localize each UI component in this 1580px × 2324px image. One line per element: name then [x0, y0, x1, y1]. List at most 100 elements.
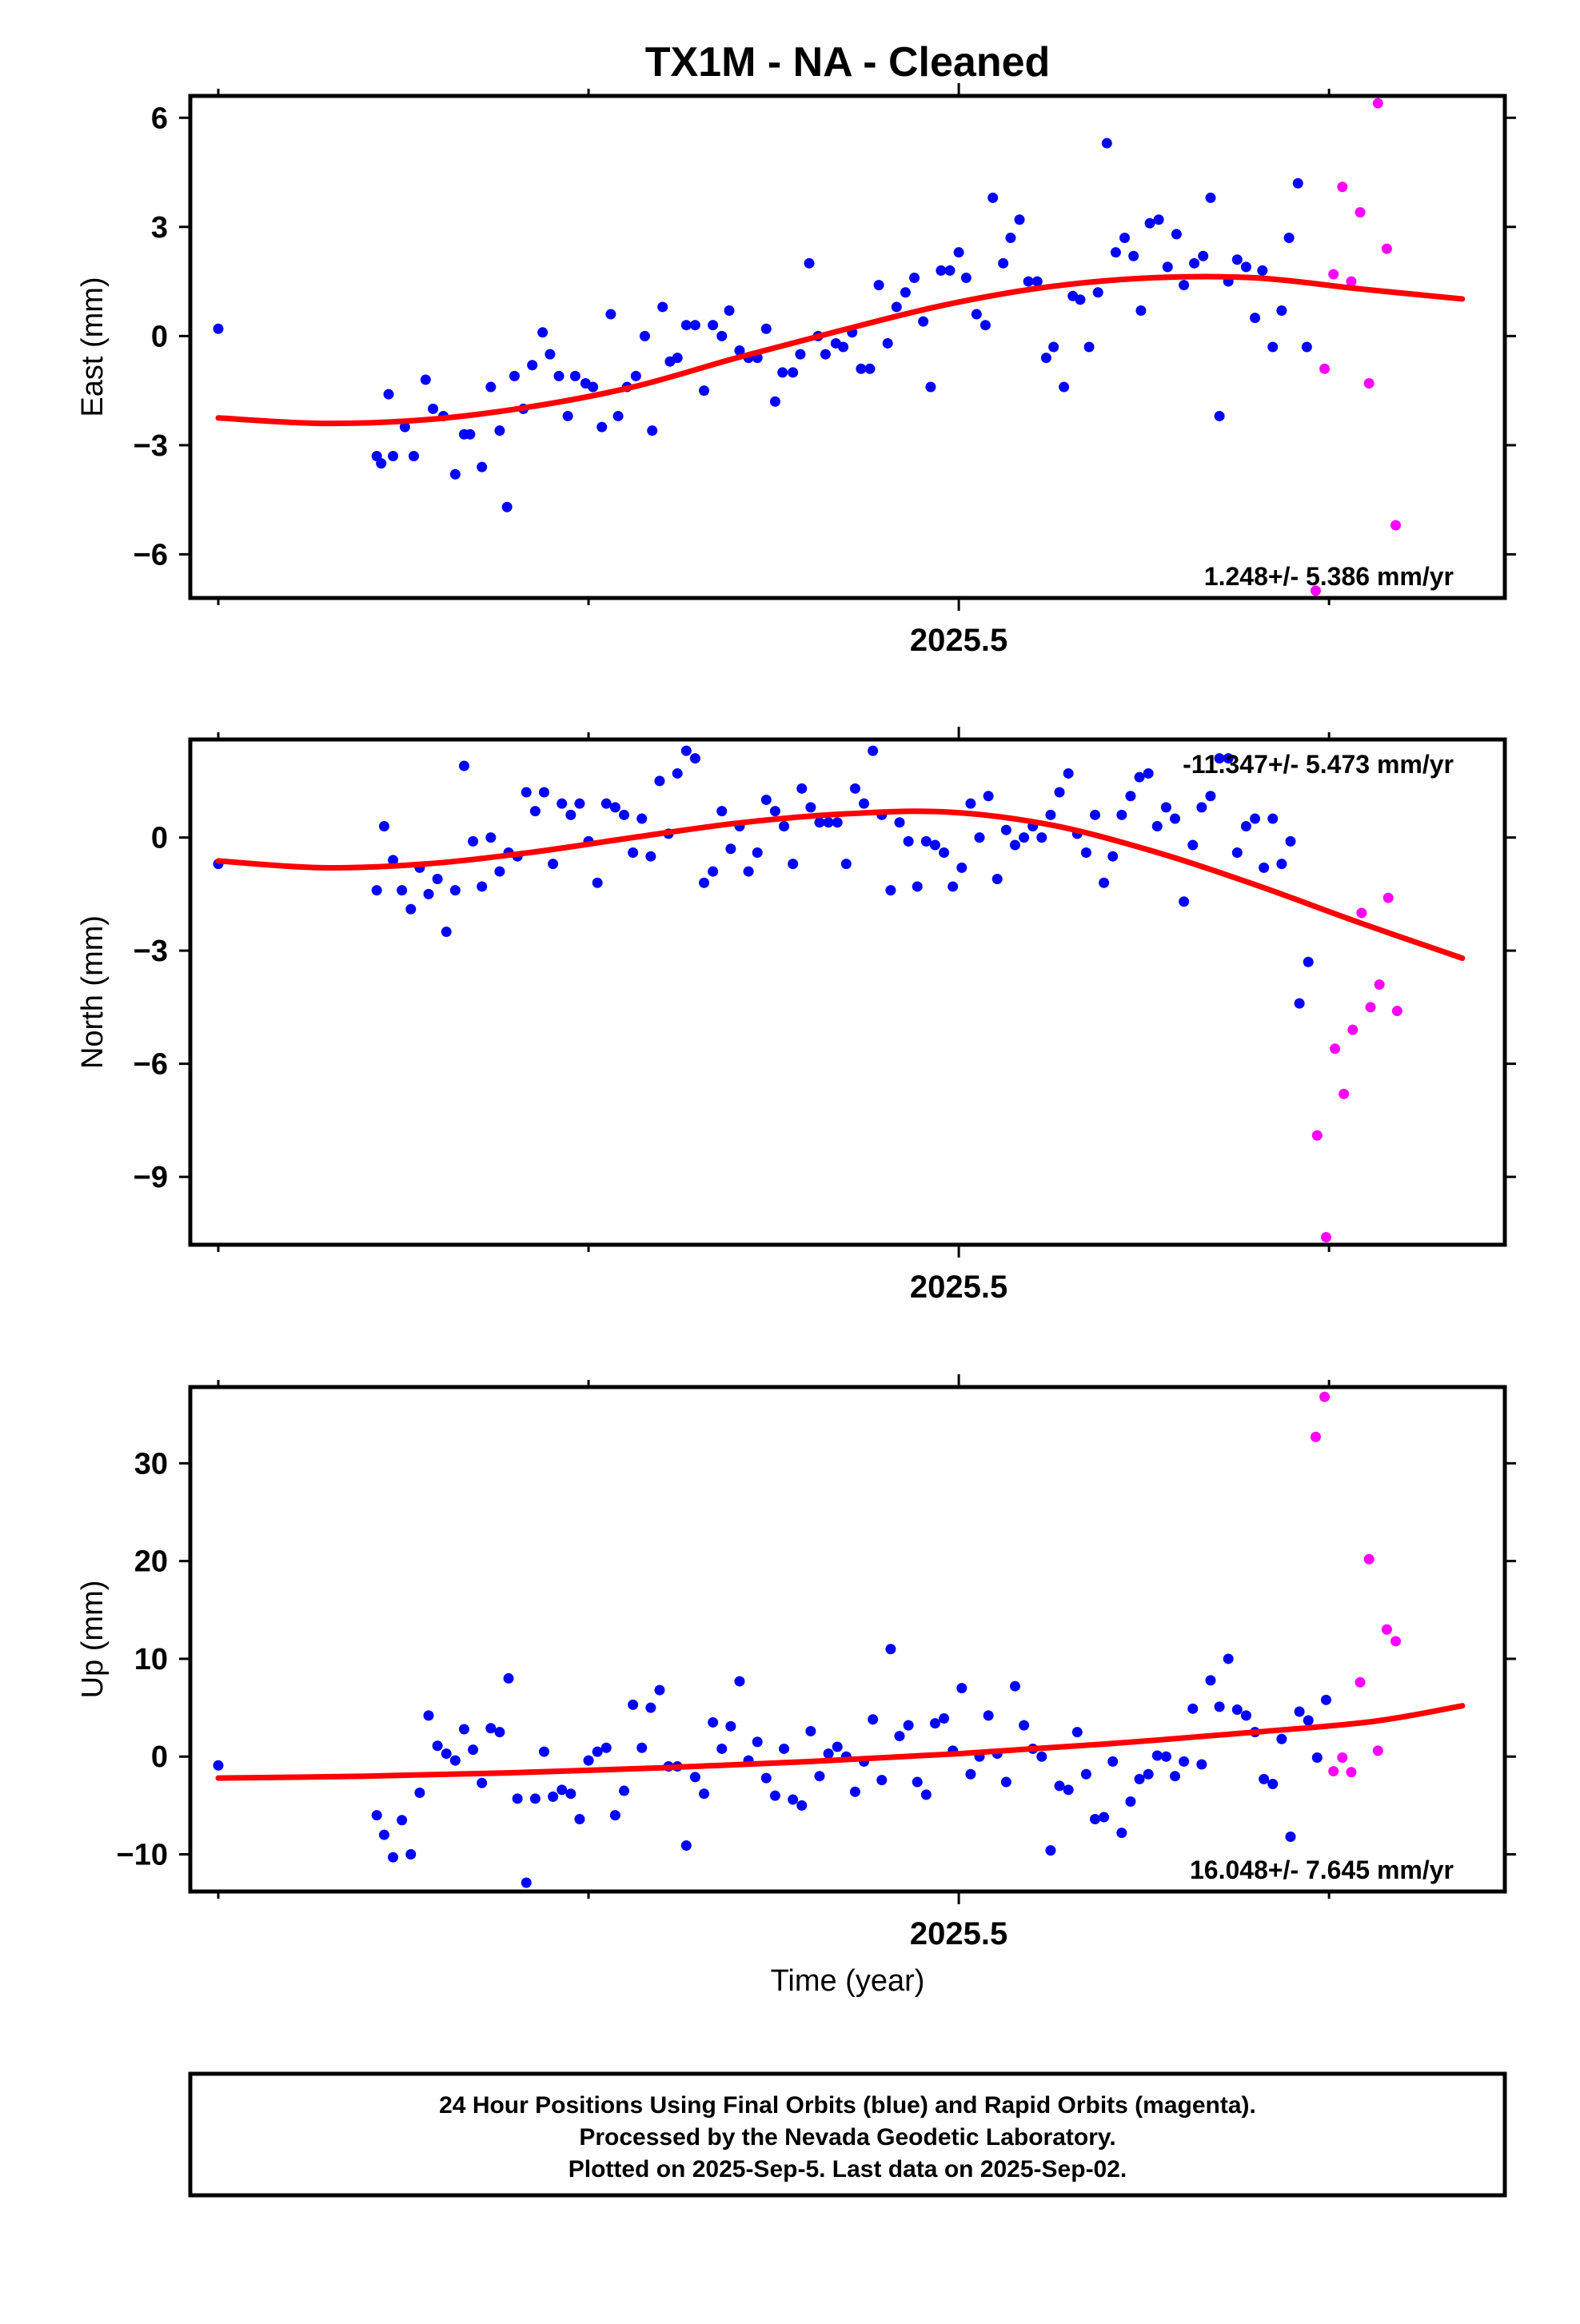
- east-final-point: [428, 403, 439, 414]
- east-final-point: [838, 341, 849, 353]
- north-final-point: [1089, 809, 1100, 820]
- up-ytick-label: 10: [134, 1643, 168, 1676]
- east-final-point: [1101, 138, 1112, 149]
- north-rapid-point: [1356, 907, 1367, 919]
- up-final-point: [699, 1788, 710, 1800]
- up-final-point: [788, 1794, 799, 1805]
- east-final-point: [1292, 177, 1303, 189]
- footer-frame: [188, 2071, 1507, 2198]
- east-final-point: [856, 363, 867, 374]
- north-final-point: [965, 798, 976, 809]
- east-final-point: [699, 385, 710, 397]
- north-final-point: [1240, 820, 1251, 831]
- east-final-point: [980, 320, 991, 331]
- north-final-point: [494, 866, 505, 877]
- east-final-point: [680, 320, 692, 331]
- north-final-point: [548, 859, 559, 870]
- footer-line-2: Processed by the Nevada Geodetic Laborat…: [579, 2124, 1115, 2151]
- north-final-point: [939, 847, 950, 858]
- east-final-point: [1119, 232, 1131, 243]
- east-final-point: [1240, 261, 1251, 273]
- east-final-point: [873, 280, 884, 291]
- up-rapid-point: [1355, 1676, 1366, 1688]
- north-final-point: [1196, 802, 1207, 813]
- east-final-point: [477, 461, 488, 472]
- up-rapid-point: [1310, 1431, 1321, 1442]
- east-final-point: [909, 273, 920, 284]
- up-ylabel: Up (mm): [76, 1581, 110, 1699]
- up-final-point: [708, 1716, 719, 1728]
- north-final-point: [779, 820, 790, 831]
- up-final-point: [592, 1746, 603, 1757]
- east-final-point: [657, 301, 668, 313]
- north-final-point: [574, 798, 585, 809]
- up-final-point: [645, 1702, 656, 1713]
- north-final-point: [477, 881, 488, 892]
- east-final-point: [900, 287, 911, 298]
- up-final-point: [1045, 1845, 1056, 1856]
- chart-title: TX1M - NA - Cleaned: [645, 39, 1051, 86]
- north-final-point: [849, 783, 860, 794]
- up-final-point: [565, 1788, 577, 1800]
- east-final-point: [562, 410, 573, 421]
- up-final-point: [716, 1743, 728, 1754]
- east-final-point: [1214, 410, 1225, 421]
- north-final-point: [1045, 809, 1056, 820]
- north-final-point: [1116, 809, 1127, 820]
- north-fit-line: [215, 808, 1466, 962]
- east-final-point: [383, 389, 394, 400]
- north-final-point: [1170, 813, 1181, 824]
- up-final-point: [388, 1852, 399, 1863]
- north-final-point: [814, 817, 825, 828]
- east-final-point: [527, 360, 538, 371]
- up-final-point: [1116, 1828, 1127, 1839]
- east-final-point: [376, 458, 387, 469]
- east-ytick-label: 0: [151, 320, 168, 353]
- north-rapid-point: [1311, 1130, 1323, 1141]
- north-final-point: [743, 866, 754, 877]
- east-xtick-label: 2025.5: [910, 623, 1007, 658]
- up-ytick-label: 20: [134, 1545, 168, 1579]
- north-final-point: [823, 817, 834, 828]
- up-final-point: [805, 1725, 816, 1736]
- east-final-point: [388, 451, 399, 462]
- up-final-point: [760, 1772, 772, 1784]
- up-rapid-point: [1328, 1766, 1339, 1777]
- east-final-point: [465, 429, 476, 440]
- north-final-point: [371, 885, 382, 896]
- up-ytick-label: −10: [117, 1839, 168, 1872]
- north-ytick-label: −9: [134, 1161, 168, 1194]
- north-final-point: [974, 832, 985, 843]
- east-ylabel: East (mm): [76, 277, 110, 417]
- east-final-point: [1250, 313, 1261, 324]
- east-final-point: [734, 345, 745, 357]
- up-final-point: [1071, 1727, 1083, 1738]
- north-final-point: [1107, 851, 1119, 862]
- panel-east: −6 −3 0 3 6 2025.5 East (mm) 1.248+/- 5.386 mm/…: [76, 83, 1516, 658]
- up-final-point: [929, 1718, 940, 1729]
- east-final-point: [596, 421, 608, 433]
- east-final-point: [891, 301, 902, 313]
- north-final-point: [1276, 859, 1287, 870]
- up-rapid-point: [1381, 1624, 1392, 1635]
- north-ylabel: North (mm): [76, 915, 110, 1069]
- up-rapid-point: [1346, 1767, 1357, 1778]
- east-final-point: [509, 370, 520, 381]
- up-final-point: [1240, 1710, 1251, 1721]
- east-final-point: [1023, 276, 1034, 287]
- north-final-point: [769, 806, 780, 817]
- north-final-point: [645, 851, 656, 862]
- up-final-point: [680, 1840, 692, 1852]
- up-final-point: [1019, 1720, 1030, 1731]
- east-ytick-label: −6: [134, 538, 168, 572]
- up-final-point: [441, 1748, 452, 1760]
- up-final-point: [1099, 1812, 1110, 1823]
- north-final-point: [1250, 813, 1261, 824]
- up-ytick-label: 30: [134, 1447, 168, 1481]
- east-rapid-point: [1319, 363, 1331, 374]
- east-rapid-point: [1390, 520, 1401, 531]
- east-final-point: [1276, 305, 1287, 316]
- east-final-point: [588, 381, 599, 393]
- north-final-point: [1267, 813, 1279, 824]
